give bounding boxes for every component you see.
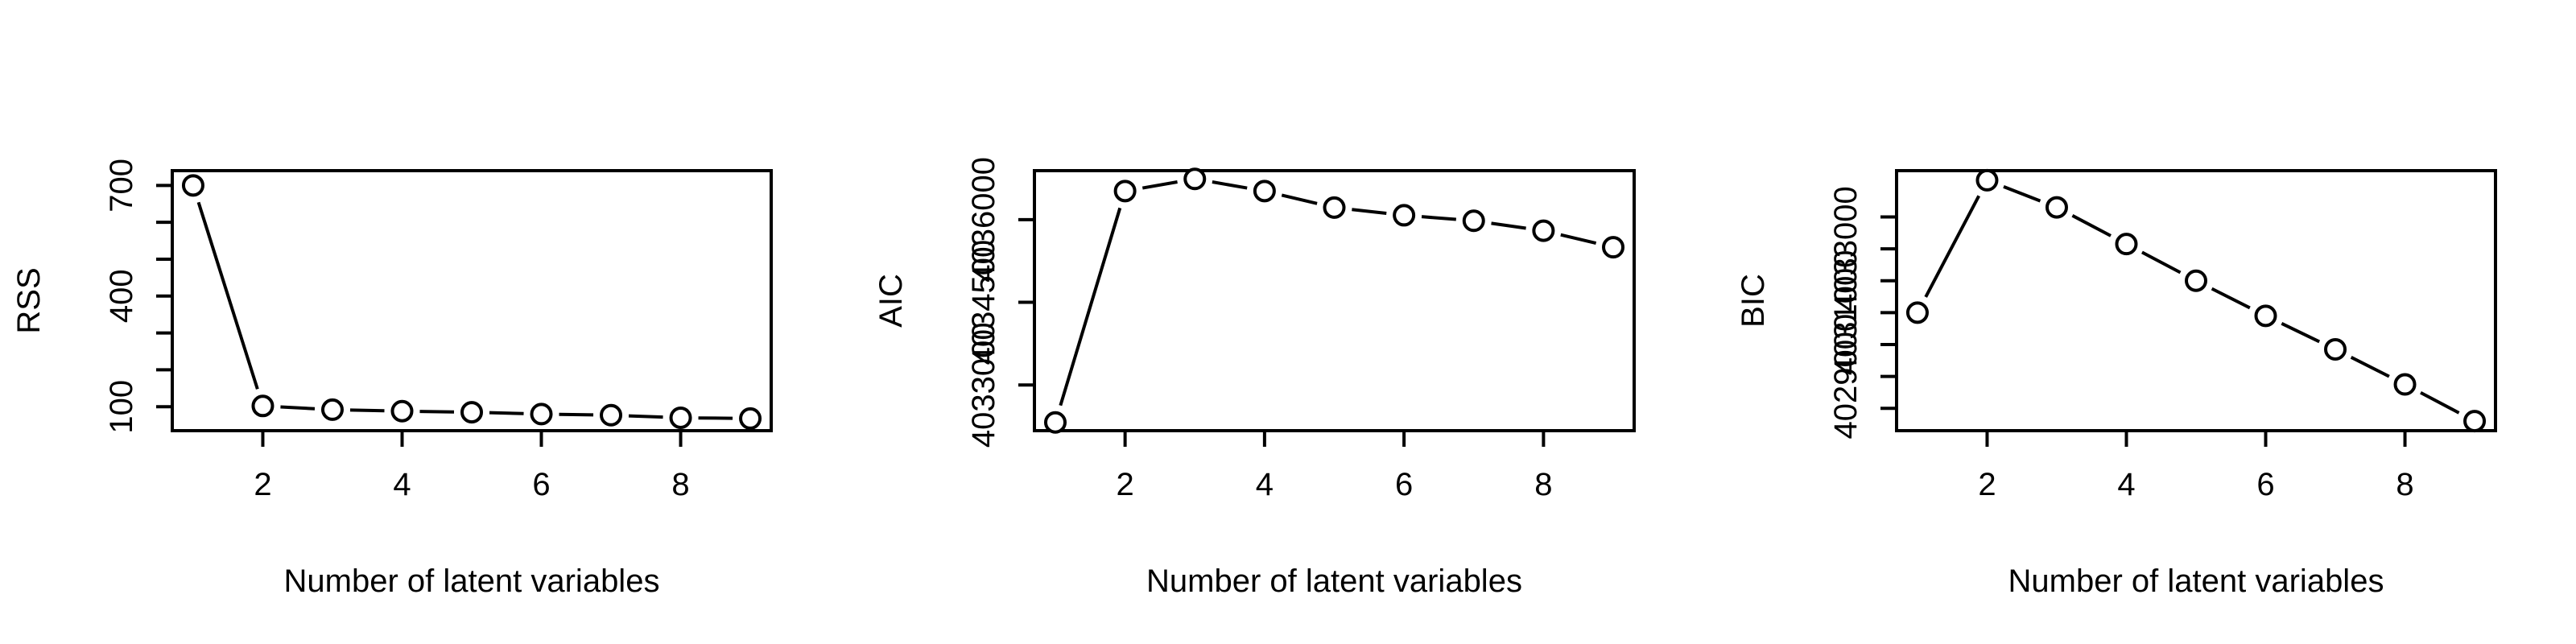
aic-x-tick-label: 2 — [1116, 467, 1133, 502]
rss-data-point — [669, 406, 692, 429]
aic-line-segment — [1281, 193, 1318, 205]
aic-data-point — [1113, 180, 1137, 203]
bic-plot-frame — [1895, 169, 2497, 432]
aic-data-point — [1602, 236, 1625, 259]
aic-data-point — [1462, 209, 1485, 233]
bic-line-segment — [2211, 287, 2251, 310]
rss-line-segment — [419, 410, 455, 414]
bic-x-axis-label: Number of latent variables — [2008, 564, 2384, 599]
bic-x-tick-label: 8 — [2396, 467, 2413, 502]
bic-data-point — [2324, 337, 2347, 361]
aic-x-tick-label: 6 — [1395, 467, 1413, 502]
bic-x-tick-label: 6 — [2256, 467, 2274, 502]
aic-x-axis-label: Number of latent variables — [1146, 564, 1522, 599]
rss-y-tick-label: 700 — [104, 159, 139, 213]
rss-y-tick-label: 400 — [104, 269, 139, 323]
bic-y-tick-label: 4031000 — [1828, 250, 1864, 375]
aic-data-point — [1393, 204, 1416, 227]
bic-line-segment — [2281, 322, 2321, 344]
rss-data-point — [390, 399, 414, 423]
rss-line-segment — [489, 411, 524, 415]
bic-x-tick-label: 4 — [2117, 467, 2135, 502]
aic-x-tick-label: 8 — [1534, 467, 1552, 502]
rss-data-point — [739, 407, 762, 430]
bic-line-segment — [1924, 195, 1980, 298]
bic-line-segment — [2003, 185, 2041, 203]
aic-data-point — [1532, 219, 1555, 242]
aic-line-segment — [1491, 221, 1526, 230]
aic-y-axis-label: AIC — [873, 274, 909, 328]
bic-data-point — [2393, 373, 2417, 396]
rss-line-segment — [280, 405, 316, 411]
rss-line-segment — [196, 201, 259, 390]
aic-line-segment — [1421, 215, 1456, 221]
rss-y-tick-label: 100 — [104, 380, 139, 434]
aic-y-tick-label: 4034500 — [966, 240, 1001, 365]
rss-x-axis-label: Number of latent variables — [284, 564, 660, 599]
aic-line-segment — [1141, 180, 1178, 190]
rss-data-point — [530, 402, 553, 426]
aic-x-tick-label: 4 — [1256, 467, 1274, 502]
aic-line-segment — [1212, 180, 1248, 190]
aic-line-segment — [1059, 207, 1122, 407]
bic-data-point — [2185, 269, 2207, 292]
bic-data-point — [2115, 233, 2138, 256]
rss-plot-frame — [171, 169, 773, 432]
bic-line-segment — [2350, 356, 2390, 378]
bic-y-tick-label: 4033000 — [1828, 186, 1864, 312]
aic-data-point — [1183, 167, 1207, 191]
rss-data-point — [181, 174, 204, 197]
bic-data-point — [2045, 196, 2068, 219]
aic-data-point — [1253, 180, 1276, 203]
bic-line-segment — [2071, 214, 2112, 237]
rss-x-tick-label: 2 — [254, 467, 271, 502]
bic-y-axis-label: BIC — [1736, 274, 1771, 328]
rss-line-segment — [628, 414, 663, 419]
rss-y-axis-label: RSS — [11, 267, 47, 333]
aic-data-point — [1043, 411, 1067, 434]
aic-plot-frame — [1033, 169, 1636, 432]
bic-line-segment — [2420, 391, 2460, 415]
bic-y-tick-label: 4029000 — [1828, 314, 1864, 440]
rss-data-point — [320, 398, 344, 421]
rss-panel: 2 4 6 8 100 400 700 Number of latent variables R… — [11, 159, 773, 599]
rss-x-tick-label: 8 — [671, 467, 689, 502]
aic-y-tick-label: 4033000 — [966, 322, 1001, 448]
aic-data-point — [1323, 196, 1346, 219]
rss-x-tick-label: 4 — [393, 467, 411, 502]
aic-line-segment — [1352, 208, 1387, 215]
rss-data-point — [460, 401, 483, 424]
bic-data-point — [1905, 301, 1929, 324]
bic-x-tick-label: 2 — [1978, 467, 1996, 502]
bic-line-segment — [2141, 250, 2182, 275]
aic-line-segment — [1560, 233, 1597, 245]
rss-line-segment — [349, 408, 385, 413]
bic-data-point — [1975, 168, 1999, 192]
bic-data-point — [2254, 304, 2277, 328]
aic-y-tick-label: 4036000 — [966, 157, 1001, 283]
rss-x-tick-label: 6 — [532, 467, 550, 502]
bic-data-point — [2463, 410, 2487, 433]
rss-data-point — [251, 394, 275, 418]
rss-data-point — [600, 403, 623, 427]
